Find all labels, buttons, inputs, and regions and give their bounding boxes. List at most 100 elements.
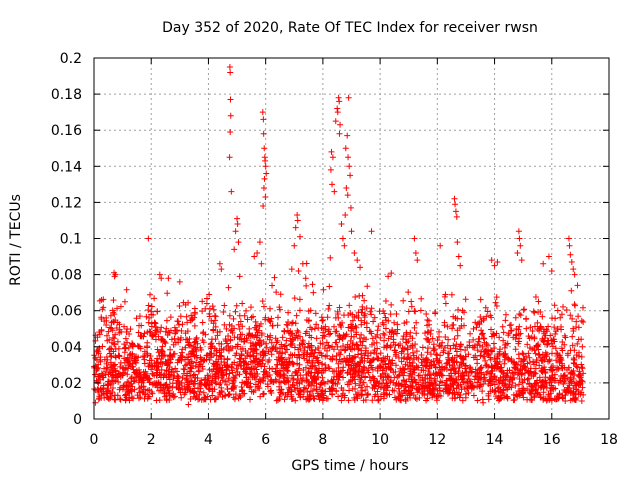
roti-point — [239, 331, 246, 338]
roti-point — [163, 396, 170, 403]
roti-point — [230, 394, 237, 401]
roti-point — [496, 377, 503, 384]
roti-point — [398, 348, 405, 355]
roti-point — [535, 309, 542, 316]
roti-point — [392, 351, 399, 358]
roti-point — [361, 364, 368, 371]
roti-point — [283, 337, 290, 344]
roti-point — [206, 366, 213, 373]
roti-point — [422, 371, 429, 378]
roti-point — [508, 327, 515, 334]
roti-point — [488, 373, 495, 380]
roti-point — [370, 377, 377, 384]
roti-point — [319, 374, 326, 381]
y-tick-label: 0.16 — [51, 123, 82, 139]
roti-point — [488, 257, 495, 264]
roti-point — [564, 350, 571, 357]
roti-point — [325, 364, 332, 371]
roti-point — [490, 340, 497, 347]
roti-point — [447, 367, 454, 374]
roti-point — [174, 327, 181, 334]
roti-point — [259, 109, 266, 116]
roti-point — [384, 342, 391, 349]
roti-point — [244, 379, 251, 386]
roti-point — [577, 374, 584, 381]
roti-point — [313, 355, 320, 362]
roti-point — [488, 363, 495, 370]
roti-point — [260, 116, 267, 123]
roti-point — [527, 390, 534, 397]
roti-point — [451, 395, 458, 402]
roti-point — [466, 364, 473, 371]
roti-point — [423, 363, 430, 370]
roti-point — [487, 356, 494, 363]
roti-point — [209, 303, 216, 310]
roti-point — [227, 69, 234, 76]
roti-point — [161, 370, 168, 377]
roti-point — [253, 334, 260, 341]
roti-point — [400, 297, 407, 304]
roti-point — [548, 397, 555, 404]
roti-point — [328, 148, 335, 155]
roti-point — [446, 350, 453, 357]
roti-point — [501, 360, 508, 367]
roti-point — [534, 342, 541, 349]
roti-point — [325, 305, 332, 312]
roti-point — [129, 341, 136, 348]
roti-point — [451, 379, 458, 386]
roti-point — [380, 344, 387, 351]
roti-point — [333, 328, 340, 335]
roti-point — [383, 387, 390, 394]
roti-point — [117, 303, 124, 310]
roti-point — [311, 325, 318, 332]
roti-point — [391, 394, 398, 401]
roti-point — [262, 157, 269, 164]
roti-point — [473, 324, 480, 331]
roti-point — [515, 381, 522, 388]
roti-point — [361, 297, 368, 304]
roti-point — [227, 129, 234, 136]
roti-point — [257, 358, 264, 365]
roti-point — [100, 304, 107, 311]
roti-point — [535, 346, 542, 353]
roti-point — [476, 342, 483, 349]
roti-point — [277, 389, 284, 396]
roti-point — [166, 391, 173, 398]
roti-point — [129, 350, 136, 357]
roti-point — [508, 321, 515, 328]
roti-point — [97, 354, 104, 361]
roti-point — [380, 321, 387, 328]
roti-point — [211, 396, 218, 403]
roti-point — [382, 314, 389, 321]
roti-point — [392, 368, 399, 375]
roti-point — [575, 336, 582, 343]
roti-point — [309, 350, 316, 357]
roti-point — [124, 339, 131, 346]
roti-point — [212, 317, 219, 324]
roti-point — [206, 386, 213, 393]
roti-point — [239, 323, 246, 330]
roti-point — [500, 337, 507, 344]
roti-point — [182, 344, 189, 351]
roti-point — [321, 333, 328, 340]
roti-point — [318, 379, 325, 386]
roti-point — [140, 369, 147, 376]
roti-point — [405, 289, 412, 296]
roti-point — [183, 313, 190, 320]
roti-point — [411, 366, 418, 373]
roti-point — [353, 341, 360, 348]
roti-point — [297, 394, 304, 401]
roti-point — [212, 336, 219, 343]
roti-point — [388, 301, 395, 308]
roti-point — [561, 341, 568, 348]
roti-point — [179, 374, 186, 381]
roti-point — [166, 376, 173, 383]
roti-point — [506, 378, 513, 385]
roti-point — [438, 343, 445, 350]
roti-point — [436, 387, 443, 394]
roti-point — [198, 346, 205, 353]
roti-point — [517, 242, 524, 249]
roti-point — [224, 340, 231, 347]
roti-point — [288, 372, 295, 379]
roti-point — [356, 382, 363, 389]
